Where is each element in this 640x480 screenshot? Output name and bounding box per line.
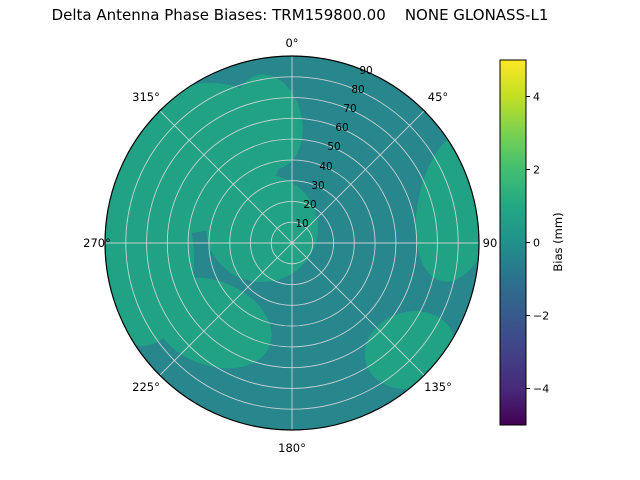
- azimuth-gridlines: [105, 56, 479, 430]
- radial-label-70: 70: [343, 103, 356, 115]
- radial-label-10: 10: [295, 218, 308, 230]
- colorbar: 4 2 0 −2 −4 Bias (mm): [499, 59, 565, 426]
- azimuth-label-225: 225°: [132, 380, 160, 394]
- polar-axes-outline: [104, 55, 480, 431]
- chart-title: Delta Antenna Phase Biases: TRM159800.00…: [51, 6, 549, 24]
- colorbar-tick-marks: [526, 96, 530, 389]
- radial-label-60: 60: [335, 122, 348, 134]
- colorbar-tick-labels: 4 2 0 −2 −4: [533, 91, 549, 396]
- colorbar-gradient: [500, 60, 526, 425]
- azimuth-label-135: 135°: [424, 380, 452, 394]
- radial-label-50: 50: [327, 141, 340, 153]
- azimuth-label-315: 315°: [132, 90, 160, 104]
- colorbar-tick-0: 0: [533, 237, 540, 250]
- colorbar-tick-m2: −2: [533, 310, 549, 323]
- azimuth-label-180: 180°: [278, 441, 306, 455]
- radial-label-80: 80: [351, 84, 364, 96]
- radial-label-90: 90: [359, 65, 372, 77]
- radial-label-40: 40: [319, 161, 332, 173]
- azimuth-tick-labels: 0° 45° 90 135° 180° 225° 270° 315°: [83, 36, 497, 455]
- colorbar-tick-m4: −4: [533, 383, 549, 396]
- azimuth-label-90: 90: [483, 236, 498, 250]
- radial-label-30: 30: [311, 180, 324, 192]
- radial-label-20: 20: [303, 199, 316, 211]
- azimuth-label-270: 270°: [83, 236, 111, 250]
- colorbar-axis-label: Bias (mm): [551, 212, 565, 271]
- radial-tick-labels: 10 20 30 40 50 60 70 80 90: [295, 65, 372, 230]
- colorbar-tick-4: 4: [533, 91, 540, 104]
- bias-region-upper-center: [233, 74, 303, 170]
- colorbar-tick-2: 2: [533, 164, 540, 177]
- azimuth-label-45: 45°: [428, 90, 448, 104]
- azimuth-label-0: 0°: [285, 36, 298, 50]
